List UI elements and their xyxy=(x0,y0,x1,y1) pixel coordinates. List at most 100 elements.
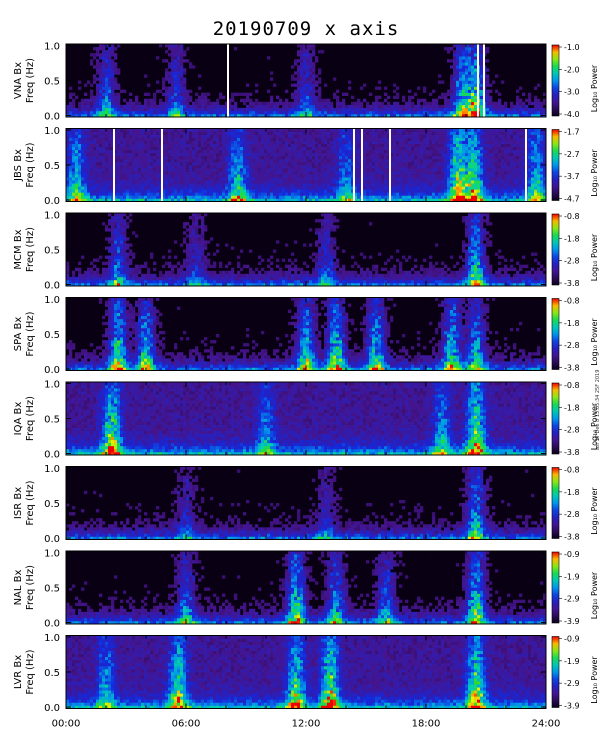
spectrum-cell xyxy=(399,177,402,180)
spectrum-cell xyxy=(93,129,96,132)
spectrum-cell xyxy=(201,138,204,141)
spectrum-cell xyxy=(492,81,495,84)
spectrum-cell xyxy=(456,111,459,114)
spectrum-cell xyxy=(249,165,252,168)
spectrum-cell xyxy=(348,159,351,162)
spectrum-cell xyxy=(105,168,108,171)
spectrum-cell xyxy=(432,141,435,144)
spectrum-cell xyxy=(168,147,171,150)
spectrum-cell xyxy=(300,150,303,153)
spectrum-cell xyxy=(459,81,462,84)
spectrum-cell xyxy=(480,147,483,150)
spectrum-cell xyxy=(444,108,447,111)
spectrum-cell xyxy=(138,177,141,180)
spectrum-cell xyxy=(366,171,369,174)
spectrum-cell xyxy=(252,138,255,141)
spectrum-cell xyxy=(138,144,141,147)
spectrum-cell xyxy=(135,132,138,135)
spectrum-cell xyxy=(345,177,348,180)
spectrum-cell xyxy=(120,144,123,147)
spectrum-cell xyxy=(174,71,177,74)
spectrum-cell xyxy=(462,87,465,90)
spectrum-cell xyxy=(285,108,288,111)
spectrum-cell xyxy=(297,135,300,138)
spectrum-cell xyxy=(99,189,102,192)
spectrum-cell xyxy=(93,174,96,177)
spectrum-cell xyxy=(393,189,396,192)
spectrum-cell xyxy=(291,132,294,135)
spectrum-cell xyxy=(81,177,84,180)
spectrum-cell xyxy=(474,65,477,68)
spectrum-cell xyxy=(468,90,471,93)
spectrum-cell xyxy=(447,93,450,96)
spectrum-cell xyxy=(324,189,327,192)
spectrum-cell xyxy=(240,153,243,156)
spectrum-cell xyxy=(165,183,168,186)
spectrum-cell xyxy=(483,195,486,198)
spectrum-cell xyxy=(225,135,228,138)
spectrum-cell xyxy=(222,105,225,108)
spectrum-cell xyxy=(81,150,84,153)
spectrum-cell xyxy=(495,111,498,114)
spectrum-cell xyxy=(270,102,273,105)
spectrum-cell xyxy=(303,183,306,186)
spectrum-cell xyxy=(405,111,408,114)
spectrum-cell xyxy=(456,150,459,153)
spectrum-cell xyxy=(372,108,375,111)
spectrum-cell xyxy=(306,189,309,192)
spectrum-cell xyxy=(333,159,336,162)
spectrum-cell xyxy=(369,171,372,174)
spectrum-cell xyxy=(429,144,432,147)
spectrum-cell xyxy=(108,53,111,56)
spectrum-cell xyxy=(123,135,126,138)
spectrum-cell xyxy=(372,138,375,141)
spectrum-cell xyxy=(369,108,372,111)
spectrum-cell xyxy=(399,105,402,108)
spectrum-cell xyxy=(492,111,495,114)
spectrum-cell xyxy=(201,165,204,168)
spectrum-cell xyxy=(129,105,132,108)
spectrum-cell xyxy=(357,153,360,156)
spectrum-cell xyxy=(306,105,309,108)
spectrum-cell xyxy=(318,129,321,132)
spectrum-cell xyxy=(261,129,264,132)
spectrum-cell xyxy=(177,129,180,132)
spectrum-cell xyxy=(411,174,414,177)
spectrum-cell xyxy=(252,132,255,135)
spectrum-cell xyxy=(285,147,288,150)
spectrum-cell xyxy=(465,102,468,105)
spectrum-cell xyxy=(417,195,420,198)
spectrum-cell xyxy=(342,108,345,111)
spectrum-cell xyxy=(510,102,513,105)
spectrum-cell xyxy=(465,105,468,108)
spectrum-cell xyxy=(267,174,270,177)
spectrum-cell xyxy=(435,111,438,114)
spectrum-cell xyxy=(174,141,177,144)
spectrum-cell xyxy=(282,129,285,132)
spectrum-cell xyxy=(357,135,360,138)
spectrum-cell xyxy=(69,150,72,153)
spectrum-cell xyxy=(153,165,156,168)
spectrum-cell xyxy=(480,174,483,177)
spectrum-cell xyxy=(204,183,207,186)
spectrum-cell xyxy=(105,65,108,68)
spectrum-cell xyxy=(357,165,360,168)
spectrum-cell xyxy=(207,93,210,96)
spectrum-cell xyxy=(444,141,447,144)
spectrum-cell xyxy=(126,177,129,180)
spectrum-cell xyxy=(270,177,273,180)
spectrum-cell xyxy=(162,93,165,96)
spectrum-cell xyxy=(189,156,192,159)
spectrum-cell xyxy=(372,174,375,177)
spectrum-cell xyxy=(279,132,282,135)
spectrum-cell xyxy=(273,144,276,147)
spectrum-cell xyxy=(183,81,186,84)
spectrum-cell xyxy=(273,159,276,162)
spectrum-cell xyxy=(156,111,159,114)
spectrum-cell xyxy=(126,144,129,147)
spectrum-cell xyxy=(426,171,429,174)
spectrum-cell xyxy=(99,132,102,135)
spectrum-cell xyxy=(480,141,483,144)
spectrum-cell xyxy=(309,168,312,171)
spectrum-cell xyxy=(459,189,462,192)
